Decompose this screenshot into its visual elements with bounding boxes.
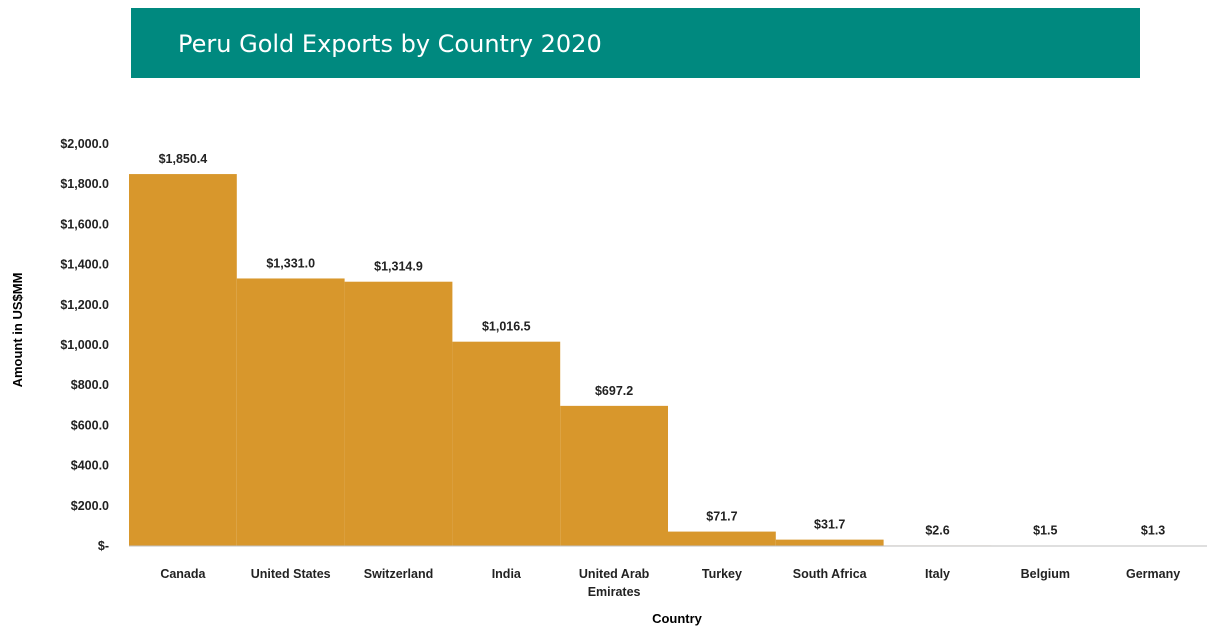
x-category-label: United States [251,567,331,581]
data-label: $1,850.4 [159,152,208,166]
bar [775,539,884,546]
x-category-label: United Arab [579,567,650,581]
x-axis-title: Country [652,611,703,626]
bar [668,531,776,546]
y-axis-title: Amount in US$MM [10,273,25,388]
y-tick-label: $400.0 [71,459,109,473]
y-tick-label: $1,400.0 [60,258,109,272]
y-tick-label: $1,800.0 [60,177,109,191]
bar [129,174,237,547]
y-tick-label: $1,200.0 [60,298,109,312]
y-tick-label: $- [98,539,109,553]
x-category-label: South Africa [793,567,868,581]
chart-title: Peru Gold Exports by Country 2020 [178,30,602,58]
data-label: $2.6 [925,523,949,537]
x-category-label: Italy [925,567,950,581]
data-label: $1.5 [1033,524,1057,538]
x-category-label: Canada [160,567,206,581]
x-category-label: Germany [1126,567,1180,581]
data-label: $1,314.9 [374,260,423,274]
y-tick-label: $1,600.0 [60,217,109,231]
y-tick-label: $600.0 [71,418,109,432]
data-label: $1,016.5 [482,320,531,334]
bar [236,278,345,546]
y-tick-label: $1,000.0 [60,338,109,352]
x-category-label: Belgium [1021,567,1070,581]
y-tick-label: $2,000.0 [60,137,109,151]
x-category-label: India [492,567,522,581]
y-tick-label: $200.0 [71,499,109,513]
data-label: $71.7 [706,510,737,524]
data-label: $31.7 [814,518,845,532]
y-tick-label: $800.0 [71,378,109,392]
x-category-label: Emirates [588,585,641,599]
data-label: $1.3 [1141,524,1165,538]
x-category-label: Turkey [702,567,742,581]
x-category-label: Switzerland [364,567,433,581]
data-label: $1,331.0 [266,256,315,270]
bar [452,341,561,546]
data-label: $697.2 [595,384,633,398]
bar [344,281,453,546]
chart-title-banner: Peru Gold Exports by Country 2020 [131,8,1140,78]
bar [560,405,668,546]
